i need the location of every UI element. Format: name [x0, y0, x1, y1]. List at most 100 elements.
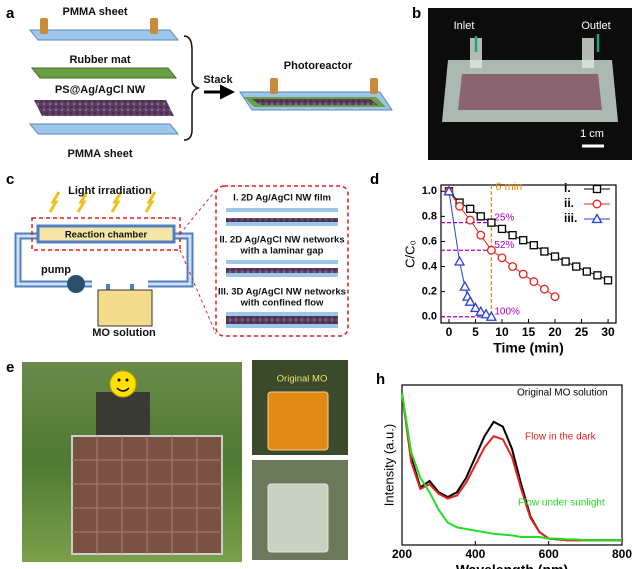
x-tick-label: 20	[548, 325, 562, 339]
marker	[605, 277, 612, 284]
tube	[270, 78, 278, 94]
plot-frame	[402, 385, 622, 545]
marker	[551, 293, 559, 301]
x-tick-label: 5	[472, 325, 479, 339]
x-axis-label: Time (min)	[493, 340, 564, 356]
sheet	[226, 222, 338, 226]
nw-networks	[226, 268, 338, 273]
stack-label: Stack	[203, 74, 233, 86]
beaker	[268, 484, 328, 552]
sheet	[226, 312, 338, 316]
page: { "panel_labels": ["a", "b", "c", "d", "…	[0, 0, 636, 569]
nw-film	[226, 218, 338, 222]
reservoir	[98, 290, 152, 326]
tube	[370, 78, 378, 94]
figure: a b c d e f g h PMMA sheet Rubber mat PS…	[0, 0, 636, 569]
panel-a: PMMA sheet Rubber mat PS@Ag/AgCl NW PMMA…	[30, 6, 392, 160]
legend-label: Flow under sunlight	[518, 498, 605, 509]
guide-label: 100%	[494, 306, 520, 317]
brace	[184, 36, 198, 140]
x-tick-label: 15	[522, 325, 536, 339]
layer-label: PMMA sheet	[68, 148, 133, 160]
sheet	[226, 260, 338, 264]
panel-label: a	[6, 5, 15, 22]
layer-label: Rubber mat	[69, 54, 130, 66]
marker	[477, 213, 484, 220]
panel-label: b	[412, 5, 421, 22]
device-nw	[458, 74, 602, 110]
x-tick-label: 400	[465, 547, 485, 561]
marker	[477, 231, 485, 239]
marker	[541, 248, 548, 255]
layer-label: PS@Ag/AgCl NW	[55, 84, 146, 96]
marker	[594, 186, 601, 193]
marker	[488, 246, 496, 254]
guide-label: 25%	[494, 212, 514, 223]
legend-label: ii.	[564, 196, 574, 210]
marker	[593, 200, 601, 208]
marker	[594, 272, 601, 279]
x-tick-label: 25	[575, 325, 589, 339]
panel-c: Reaction chamber Light irradiation pump …	[18, 185, 348, 339]
marker	[519, 270, 527, 278]
person	[96, 392, 150, 442]
marker	[498, 254, 506, 262]
panel-b: Inlet Outlet 1 cm	[428, 8, 632, 160]
y-tick-label: 1.0	[422, 185, 437, 197]
y-tick-label: 0.2	[422, 286, 437, 298]
smiley-eye	[118, 379, 121, 382]
legend-label: iii.	[564, 211, 577, 225]
legend-label: Original MO solution	[517, 388, 608, 399]
tube	[40, 18, 48, 34]
marker	[460, 282, 469, 290]
pump-label: pump	[41, 264, 71, 276]
layer-label: PMMA sheet	[63, 6, 128, 18]
result-label: Photoreactor	[284, 60, 353, 72]
y-tick-label: 0.0	[422, 311, 437, 323]
x-tick-label: 0	[446, 325, 453, 339]
config-label: with a laminar gap	[240, 246, 324, 257]
series-line	[402, 393, 622, 540]
tube	[582, 38, 594, 68]
marker	[466, 216, 474, 224]
panel-g	[252, 460, 348, 560]
photoreactor-nw	[252, 99, 378, 105]
pump-icon	[67, 275, 85, 293]
panel-label: e	[6, 359, 14, 376]
y-axis-label: C/C₀	[402, 240, 417, 268]
tube	[150, 18, 158, 34]
pmma-sheet	[30, 124, 178, 134]
rubber-mat	[32, 68, 176, 78]
y-tick-label: 0.4	[422, 260, 438, 272]
y-tick-label: 0.6	[422, 235, 437, 247]
series-line	[402, 393, 622, 540]
x-tick-label: 30	[601, 325, 615, 339]
guide-label: 6 min	[495, 181, 522, 193]
y-axis-label: Intensity (a.u.)	[381, 424, 396, 506]
marker	[509, 263, 517, 271]
marker	[530, 242, 537, 249]
marker	[456, 203, 464, 211]
x-tick-label: 10	[495, 325, 509, 339]
marker	[541, 285, 549, 293]
marker	[520, 237, 527, 244]
panel-label: h	[376, 371, 385, 388]
config-label: I. 2D Ag/AgCl NW film	[233, 193, 331, 204]
x-tick-label: 600	[539, 547, 559, 561]
panel-label: d	[370, 171, 379, 188]
marker	[583, 268, 590, 275]
panel-e	[22, 362, 242, 562]
config-label: II. 2D Ag/AgCl NW networks	[219, 235, 344, 246]
light-label: Light irradiation	[68, 185, 152, 197]
chamber-label: Reaction chamber	[65, 230, 148, 241]
beaker	[268, 392, 328, 450]
marker	[509, 232, 516, 239]
scale-label: 1 cm	[580, 128, 604, 140]
marker	[467, 205, 474, 212]
marker	[488, 219, 495, 226]
smiley	[110, 371, 136, 397]
panel-label: c	[6, 171, 14, 188]
sheet	[226, 273, 338, 277]
x-tick-label: 200	[392, 547, 412, 561]
series-line	[449, 191, 608, 280]
